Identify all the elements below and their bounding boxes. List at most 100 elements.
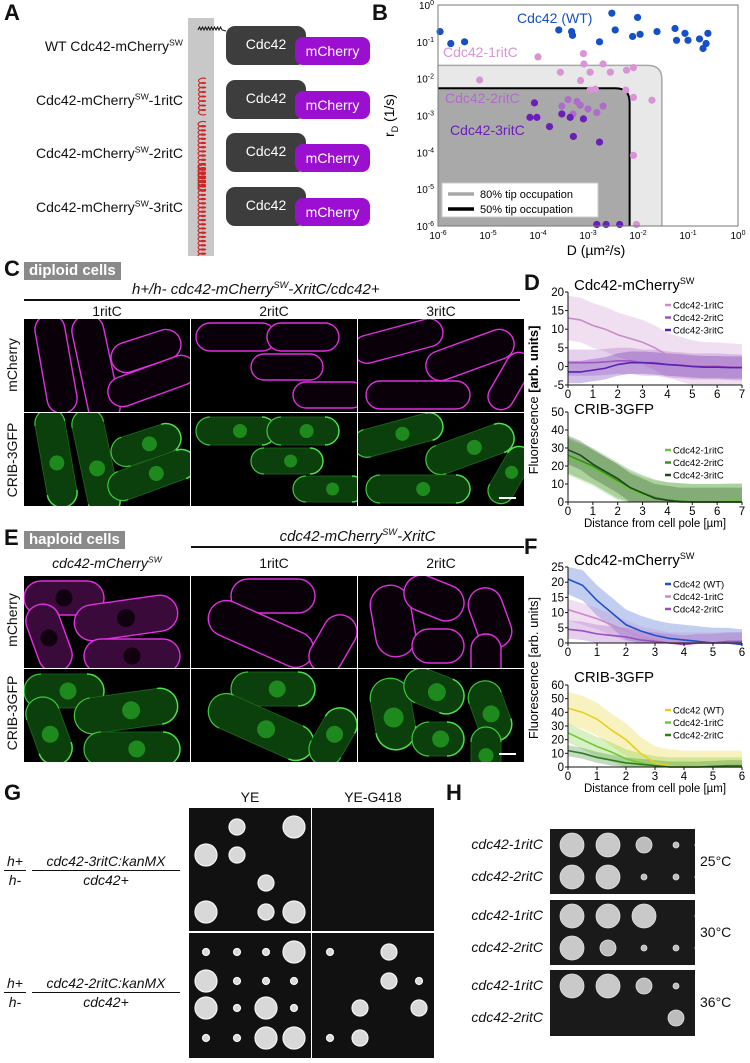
cdc42-domain: Cdc42 — [226, 26, 306, 65]
tick-exponent: -6 — [428, 221, 434, 228]
legend-label: Cdc42-2ritC — [673, 605, 724, 616]
data-point — [702, 39, 710, 48]
data-point — [533, 113, 541, 121]
title-superscript: SW — [680, 551, 695, 561]
micrograph-canvas — [34, 319, 190, 412]
x-axis-label: Distance from cell pole [µm] — [584, 783, 726, 795]
y-tick-label: 0 — [558, 497, 564, 509]
y-axis-label-text: Fluorescence — [526, 393, 541, 475]
x-tick-label: 1 — [590, 389, 596, 401]
sd-band — [568, 351, 742, 384]
nucleus — [257, 720, 276, 739]
y-tick-label: 10 — [551, 608, 564, 620]
nucleus — [299, 424, 314, 438]
tick-exponent: -3 — [428, 111, 434, 118]
y-tick-label: 0 — [558, 638, 564, 650]
nucleus — [383, 707, 404, 728]
cell-tip-signal — [507, 445, 524, 467]
data-point — [569, 132, 577, 141]
cell — [107, 354, 190, 408]
diploid-genotype: h+/h- cdc42-mCherrySW-XritC/cdc42+ — [132, 280, 380, 298]
x-tick-label: 10-5 — [479, 230, 496, 242]
colony — [232, 976, 242, 986]
sd-band — [568, 435, 742, 502]
haploid-cells-tag: haploid cells — [24, 531, 125, 549]
y-tick-label: 20 — [551, 287, 564, 299]
strain-label: cdc42-2ritC — [471, 868, 543, 884]
cell-tip-signal — [425, 444, 447, 476]
y-tick-label: 20 — [551, 461, 564, 473]
x-tick-label: 6 — [739, 771, 745, 783]
tick-exponent: -2 — [428, 74, 434, 81]
cell — [487, 445, 524, 505]
x-tick-label: 100 — [730, 230, 745, 242]
chart-title: Cdc42-mCherrySW — [574, 551, 695, 569]
cell — [25, 696, 73, 762]
data-point — [632, 220, 641, 229]
nucleus — [148, 465, 164, 481]
divider — [24, 299, 520, 301]
micrograph-canvas — [195, 416, 357, 503]
x-tick-label: 4 — [664, 506, 671, 518]
x-tick-label: 5 — [710, 647, 716, 659]
yeast-spot — [631, 903, 657, 929]
x-tick-label: 10-3 — [579, 230, 596, 242]
construct-superscript: SW — [134, 144, 149, 155]
y-tick-label: 25 — [551, 562, 564, 574]
column-title-ye: YE — [240, 789, 260, 805]
data-point — [629, 93, 638, 102]
genotype-bottom: cdc42+ — [83, 872, 129, 888]
legend-box — [441, 182, 599, 218]
cell-tip-signal — [470, 726, 502, 743]
tick-exponent: -5 — [490, 230, 496, 237]
data-point — [568, 31, 577, 39]
colony — [410, 999, 428, 1017]
crib-3gfp-micrograph — [191, 669, 357, 762]
cell-tip-signal — [46, 489, 78, 506]
series-label: Cdc42-3ritC — [450, 122, 525, 138]
data-point — [586, 68, 594, 76]
cell — [358, 319, 444, 364]
crib-3gfp-micrograph — [358, 669, 524, 762]
x-tick-label: 1 — [594, 771, 600, 783]
cell-tip-signal — [250, 447, 265, 475]
yeast-spot — [640, 873, 648, 881]
cell-tip-signal — [297, 671, 316, 707]
data-point — [558, 102, 566, 110]
ritc-helix-icon — [197, 77, 207, 116]
x-tick-label: 6 — [714, 506, 720, 518]
legend-label: Cdc42-2ritC — [673, 313, 724, 324]
y-tick-label: 40 — [551, 707, 564, 719]
nucleus — [326, 482, 340, 496]
yeast-spot — [635, 977, 653, 995]
mcherry-micrograph — [191, 319, 357, 412]
data-point — [545, 122, 554, 131]
cell — [308, 614, 357, 668]
cell — [308, 707, 357, 762]
construct-superscript: SW — [134, 90, 149, 101]
crib-3gfp-micrograph — [358, 413, 524, 506]
data-point — [566, 113, 574, 121]
genotype-part: cdc42-mCherry — [52, 555, 148, 571]
cell — [34, 319, 78, 412]
cell-tip-signal — [411, 721, 430, 757]
cell-outline — [292, 381, 357, 409]
tetrad-plate-ye — [189, 808, 311, 931]
genotype-top: cdc42-2ritC:kanMX — [32, 975, 180, 993]
column-title-ye-g418: YE-G418 — [344, 789, 402, 805]
temperature-label: 36°C — [700, 994, 732, 1010]
data-point — [606, 68, 614, 76]
x-tick-label: 5 — [710, 771, 716, 783]
x-tick-label: 7 — [739, 506, 745, 518]
construct-label: Cdc42-mCherrySW-1ritC — [36, 92, 183, 108]
nucleus — [55, 589, 73, 607]
data-point — [622, 66, 631, 74]
colony — [282, 940, 306, 964]
chart-title: Cdc42-mCherrySW — [574, 276, 695, 294]
genotype-part: cdc42-mCherry — [279, 528, 383, 545]
strain-label: cdc42-1ritC — [471, 907, 543, 923]
y-tick-label: 20 — [551, 577, 564, 589]
mcherry-tag: mCherry — [295, 197, 370, 226]
construct-name: WT Cdc42-mCherry — [44, 38, 170, 54]
cell — [487, 351, 524, 411]
